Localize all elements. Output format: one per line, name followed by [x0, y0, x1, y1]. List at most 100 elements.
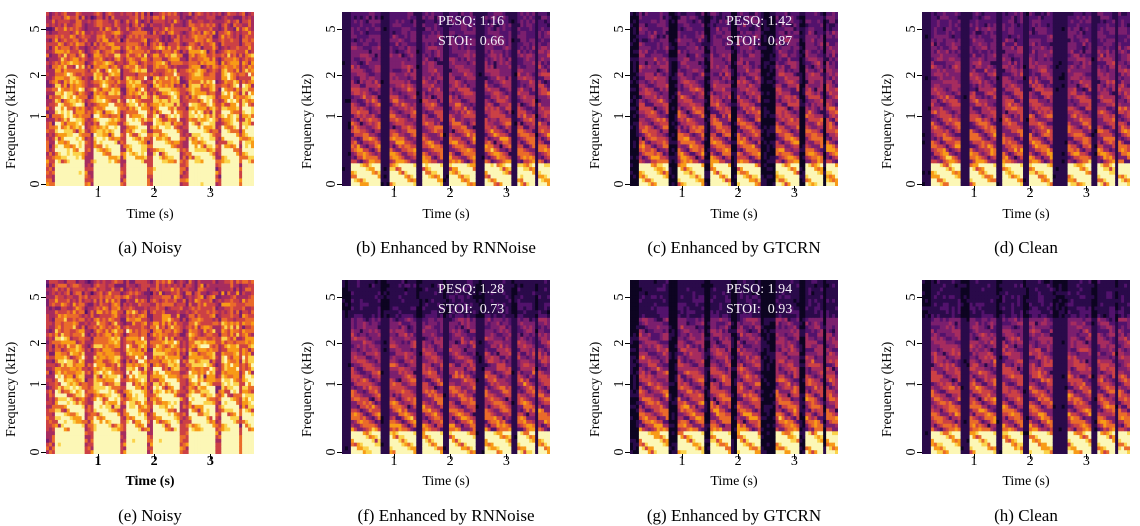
spectrogram-plot [922, 280, 1130, 454]
x-tick-mark [98, 454, 99, 459]
x-tick-mark [794, 454, 795, 459]
y-tick-mark [41, 75, 46, 76]
x-tick-mark [1030, 186, 1031, 191]
y-tick-mark [41, 297, 46, 298]
x-tick-mark [974, 186, 975, 191]
y-tick-mark [917, 452, 922, 453]
y-tick-mark [337, 297, 342, 298]
y-tick-mark [625, 184, 630, 185]
x-tick-mark [1086, 454, 1087, 459]
x-tick-mark [974, 454, 975, 459]
x-axis-label: Time (s) [46, 207, 254, 223]
y-tick-mark [917, 75, 922, 76]
x-tick-mark [210, 454, 211, 459]
spectrogram-image [922, 280, 1130, 454]
x-tick-mark [682, 186, 683, 191]
x-tick-mark [738, 186, 739, 191]
y-tick-mark [625, 452, 630, 453]
y-tick-mark [917, 184, 922, 185]
panel-caption: (g) Enhanced by GTCRN [590, 506, 878, 526]
y-tick-mark [917, 29, 922, 30]
y-tick-mark [337, 343, 342, 344]
y-tick-mark [41, 384, 46, 385]
spectrogram-plot [46, 280, 254, 454]
y-axis-label: Frequency (kHz) [588, 29, 604, 169]
pesq-score: PESQ: 1.94 [726, 280, 792, 300]
y-axis-label: Frequency (kHz) [880, 29, 896, 169]
y-tick-mark [337, 75, 342, 76]
y-axis-label: Frequency (kHz) [4, 297, 20, 437]
y-axis-label: Frequency (kHz) [300, 29, 316, 169]
x-axis-label: Time (s) [342, 207, 550, 223]
y-tick-mark [625, 116, 630, 117]
x-tick-mark [98, 186, 99, 191]
panel-caption: (e) Noisy [6, 506, 294, 526]
y-tick-mark [625, 75, 630, 76]
spectrogram-image [46, 12, 254, 186]
y-axis-label: Frequency (kHz) [300, 297, 316, 437]
panel-caption: (f) Enhanced by RNNoise [302, 506, 590, 526]
panel-caption: (a) Noisy [6, 238, 294, 258]
stoi-score: STOI: 0.87 [726, 32, 792, 52]
x-tick-mark [450, 186, 451, 191]
y-axis-label: Frequency (kHz) [4, 29, 20, 169]
spectrogram-plot [46, 12, 254, 186]
y-tick-mark [625, 384, 630, 385]
stoi-score: STOI: 0.66 [438, 32, 504, 52]
pesq-score: PESQ: 1.16 [438, 12, 504, 32]
panel-caption: (c) Enhanced by GTCRN [590, 238, 878, 258]
x-tick-mark [682, 454, 683, 459]
x-tick-mark [394, 186, 395, 191]
y-tick-mark [337, 452, 342, 453]
x-tick-mark [394, 454, 395, 459]
y-tick-mark [41, 184, 46, 185]
stoi-score: STOI: 0.93 [726, 300, 792, 320]
x-tick-mark [506, 454, 507, 459]
y-tick-mark [625, 29, 630, 30]
spectrogram-plot [922, 12, 1130, 186]
x-tick-mark [450, 454, 451, 459]
x-tick-mark [1030, 454, 1031, 459]
stoi-score: STOI: 0.73 [438, 300, 504, 320]
x-axis-label: Time (s) [46, 474, 254, 490]
spectrogram-image [46, 280, 254, 454]
spectrogram-image [922, 12, 1130, 186]
x-tick-mark [506, 186, 507, 191]
y-axis-label: Frequency (kHz) [880, 297, 896, 437]
y-tick-mark [625, 297, 630, 298]
x-tick-mark [154, 186, 155, 191]
y-tick-mark [41, 343, 46, 344]
panel-caption: (d) Clean [882, 238, 1140, 258]
y-tick-mark [917, 384, 922, 385]
y-tick-mark [337, 184, 342, 185]
y-tick-mark [917, 116, 922, 117]
x-axis-label: Time (s) [922, 474, 1130, 490]
x-axis-label: Time (s) [342, 474, 550, 490]
y-tick-mark [337, 29, 342, 30]
y-tick-mark [41, 29, 46, 30]
x-tick-mark [1086, 186, 1087, 191]
y-tick-mark [917, 297, 922, 298]
x-axis-label: Time (s) [630, 474, 838, 490]
y-tick-mark [41, 116, 46, 117]
panel-caption: (b) Enhanced by RNNoise [302, 238, 590, 258]
x-tick-mark [154, 454, 155, 459]
x-axis-label: Time (s) [630, 207, 838, 223]
y-tick-mark [337, 384, 342, 385]
y-tick-mark [625, 343, 630, 344]
x-tick-mark [210, 186, 211, 191]
x-axis-label: Time (s) [922, 207, 1130, 223]
y-tick-mark [41, 452, 46, 453]
x-tick-mark [738, 454, 739, 459]
x-tick-mark [794, 186, 795, 191]
y-axis-label: Frequency (kHz) [588, 297, 604, 437]
panel-caption: (h) Clean [882, 506, 1140, 526]
y-tick-mark [917, 343, 922, 344]
pesq-score: PESQ: 1.28 [438, 280, 504, 300]
pesq-score: PESQ: 1.42 [726, 12, 792, 32]
y-tick-mark [337, 116, 342, 117]
